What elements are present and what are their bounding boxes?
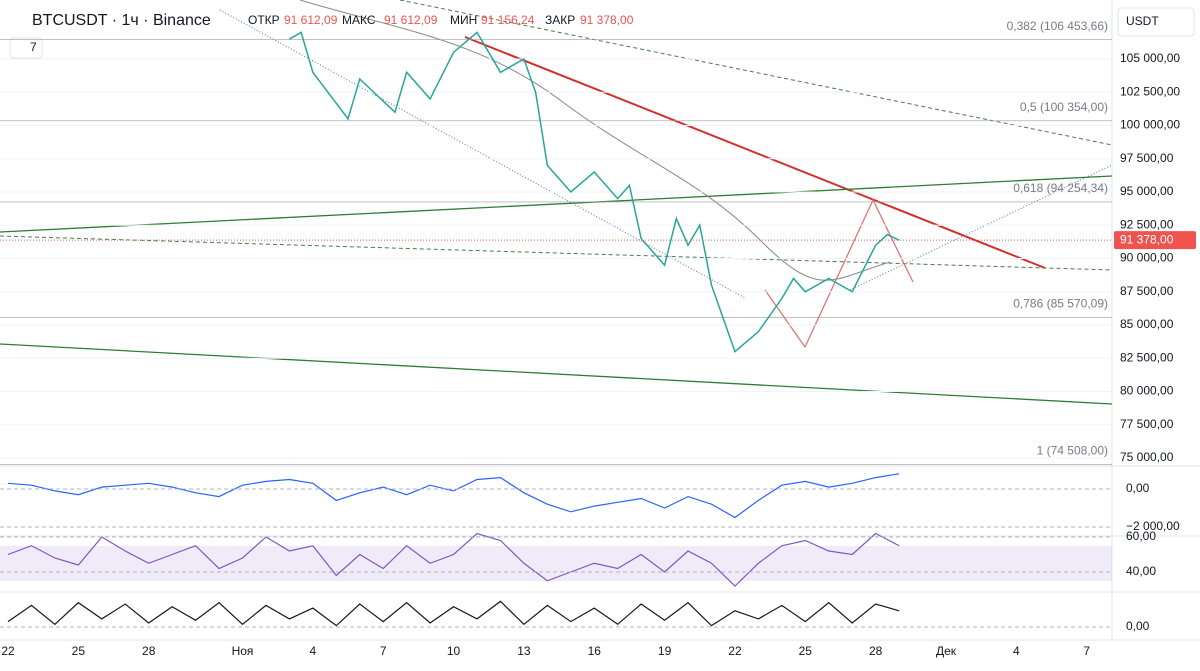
date-label: 28: [142, 644, 156, 658]
fib-label: 0,786 (85 570,09): [1013, 297, 1108, 311]
date-label: Дек: [936, 644, 957, 658]
date-label: 7: [1083, 644, 1090, 658]
date-label: 25: [799, 644, 813, 658]
indicators-toggle[interactable]: [9, 37, 43, 59]
price-tick-label: 90 000,00: [1120, 251, 1174, 265]
last-price-label: 91 378,00: [1120, 232, 1174, 246]
projection: [764, 198, 914, 349]
fib-label: 0,382 (106 453,66): [1007, 19, 1108, 33]
trend-line: [0, 175, 1113, 233]
symbol[interactable]: BTCUSDT · 1ч · Binance: [32, 12, 211, 29]
date-label: 28: [869, 644, 883, 658]
date-label: 22: [728, 644, 742, 658]
dashed-line: [0, 235, 1113, 271]
fib-label: 0,618 (94 254,34): [1013, 181, 1108, 195]
last-price-badge: [1114, 231, 1196, 250]
stoch-line: [7, 600, 900, 627]
ohlc-value: 91 612,09: [384, 13, 438, 27]
date-label: 25: [72, 644, 86, 658]
ohlc-label: МИН: [450, 13, 477, 27]
price-tick-label: 82 500,00: [1120, 350, 1174, 364]
price-tick-label: 95 000,00: [1120, 184, 1174, 198]
indicators-count: 7: [30, 40, 37, 54]
ohlc-value: 91 378,00: [580, 13, 634, 27]
price-tick-label: 97 500,00: [1120, 151, 1174, 165]
ohlc-label: МАКС: [342, 13, 376, 27]
ohlc-label: ЗАКР: [545, 13, 575, 27]
date-label: 7: [380, 644, 387, 658]
currency-button[interactable]: [1117, 7, 1195, 37]
date-label: 19: [658, 644, 672, 658]
price-axis-bg: [1112, 0, 1200, 666]
price-tick-label: 102 500,00: [1120, 84, 1180, 98]
price-tick-label: 85 000,00: [1120, 317, 1174, 331]
dotted-line: [219, 9, 746, 299]
trend-line: [0, 343, 1113, 405]
ohlc-value: 91 612,09: [284, 13, 338, 27]
fib-label: 0,5 (100 354,00): [1020, 100, 1108, 114]
date-label: 10: [447, 644, 461, 658]
rsi-line: [7, 532, 900, 587]
ohlc-value: 91 156,24: [481, 13, 535, 27]
price-tick-label: 77 500,00: [1120, 417, 1174, 431]
date-label: 4: [1013, 644, 1020, 658]
price-line: [289, 31, 900, 353]
price-tick-label: 87 500,00: [1120, 284, 1174, 298]
dotted-line: [849, 164, 1113, 291]
date-label: 4: [310, 644, 317, 658]
price-tick-label: 75 000,00: [1120, 450, 1174, 464]
macd-line: [7, 473, 900, 519]
rsi-band: [0, 546, 1112, 581]
date-label: 22: [1, 644, 15, 658]
price-tick-label: 80 000,00: [1120, 384, 1174, 398]
date-label: 16: [588, 644, 602, 658]
fib-label: 1 (74 508,00): [1037, 444, 1108, 458]
price-tick-label: 92 500,00: [1120, 217, 1174, 231]
date-label: Ноя: [232, 644, 254, 658]
price-tick-label: 100 000,00: [1120, 118, 1180, 132]
trend-line: [464, 36, 1046, 269]
date-label: 13: [517, 644, 531, 658]
price-tick-label: 105 000,00: [1120, 51, 1180, 65]
ohlc-label: ОТКР: [248, 13, 280, 27]
currency: USDT: [1126, 14, 1159, 28]
tick-label: 0,00: [1126, 481, 1150, 495]
tick-label: 40,00: [1126, 564, 1156, 578]
tick-label: −2 000,00: [1126, 519, 1180, 533]
tick-label: 60,00: [1126, 529, 1156, 543]
tick-label: 0,00: [1126, 619, 1150, 633]
